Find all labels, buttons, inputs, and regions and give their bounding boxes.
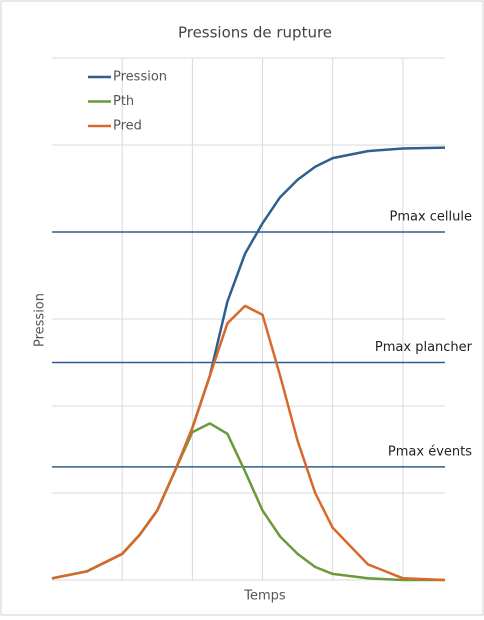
legend-label: Pth (113, 94, 134, 109)
series-line (51, 304, 446, 582)
legend-label: Pred (113, 119, 142, 134)
y-axis-label: Pression (33, 293, 48, 347)
reference-label: Pmax plancher (375, 340, 473, 355)
legend-label: Pression (113, 70, 167, 85)
reference-label: Pmax cellule (389, 210, 472, 225)
chart-title: Pressions de rupture (178, 24, 332, 42)
x-axis-label: Temps (243, 589, 286, 604)
reference-label: Pmax évents (388, 444, 472, 459)
